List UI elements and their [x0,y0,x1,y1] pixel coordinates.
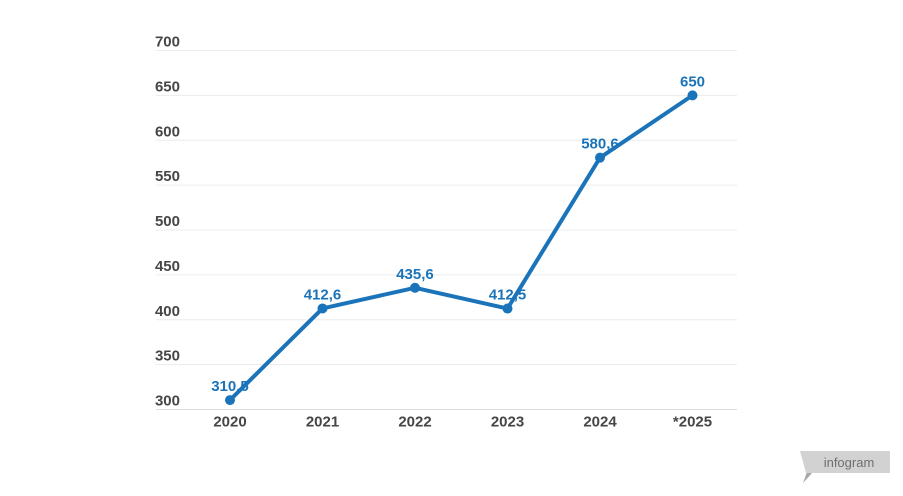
y-axis-label-350: 350 [155,348,180,365]
x-axis-label-2022: 2022 [398,414,431,431]
x-axis-label-2023: 2023 [491,414,524,431]
y-axis-label-400: 400 [155,303,180,320]
watermark-label[interactable]: infogram [824,455,875,470]
data-point-2024[interactable] [595,152,605,163]
data-label-2021: 412,6 [304,286,342,303]
y-axis-label-450: 450 [155,258,180,275]
data-label-2022: 435,6 [396,266,434,283]
y-axis-label-550: 550 [155,168,180,185]
data-point-2023[interactable] [502,303,513,314]
data-point-*2025[interactable] [687,90,698,101]
watermark-tail-icon [803,472,813,483]
x-axis-label-*2025: *2025 [673,414,712,431]
y-axis-label-700: 700 [155,34,180,51]
data-point-2020[interactable] [225,395,235,406]
data-label-*2025: 650 [680,73,705,90]
y-axis-label-300: 300 [155,393,180,410]
y-axis-label-600: 600 [155,123,180,140]
data-point-2021[interactable] [317,303,328,314]
data-point-2022[interactable] [410,282,420,293]
x-axis-label-2021: 2021 [306,414,339,431]
series-line [228,93,695,403]
x-axis-label-2024: 2024 [583,414,617,431]
y-axis-label-500: 500 [155,213,180,230]
infogram-watermark[interactable]: infogram [795,448,895,486]
y-axis-label-650: 650 [155,78,180,95]
x-axis-label-2020: 2020 [213,414,246,431]
data-label-2024: 580,6 [581,136,619,153]
watermark-bubble-icon [800,451,890,473]
